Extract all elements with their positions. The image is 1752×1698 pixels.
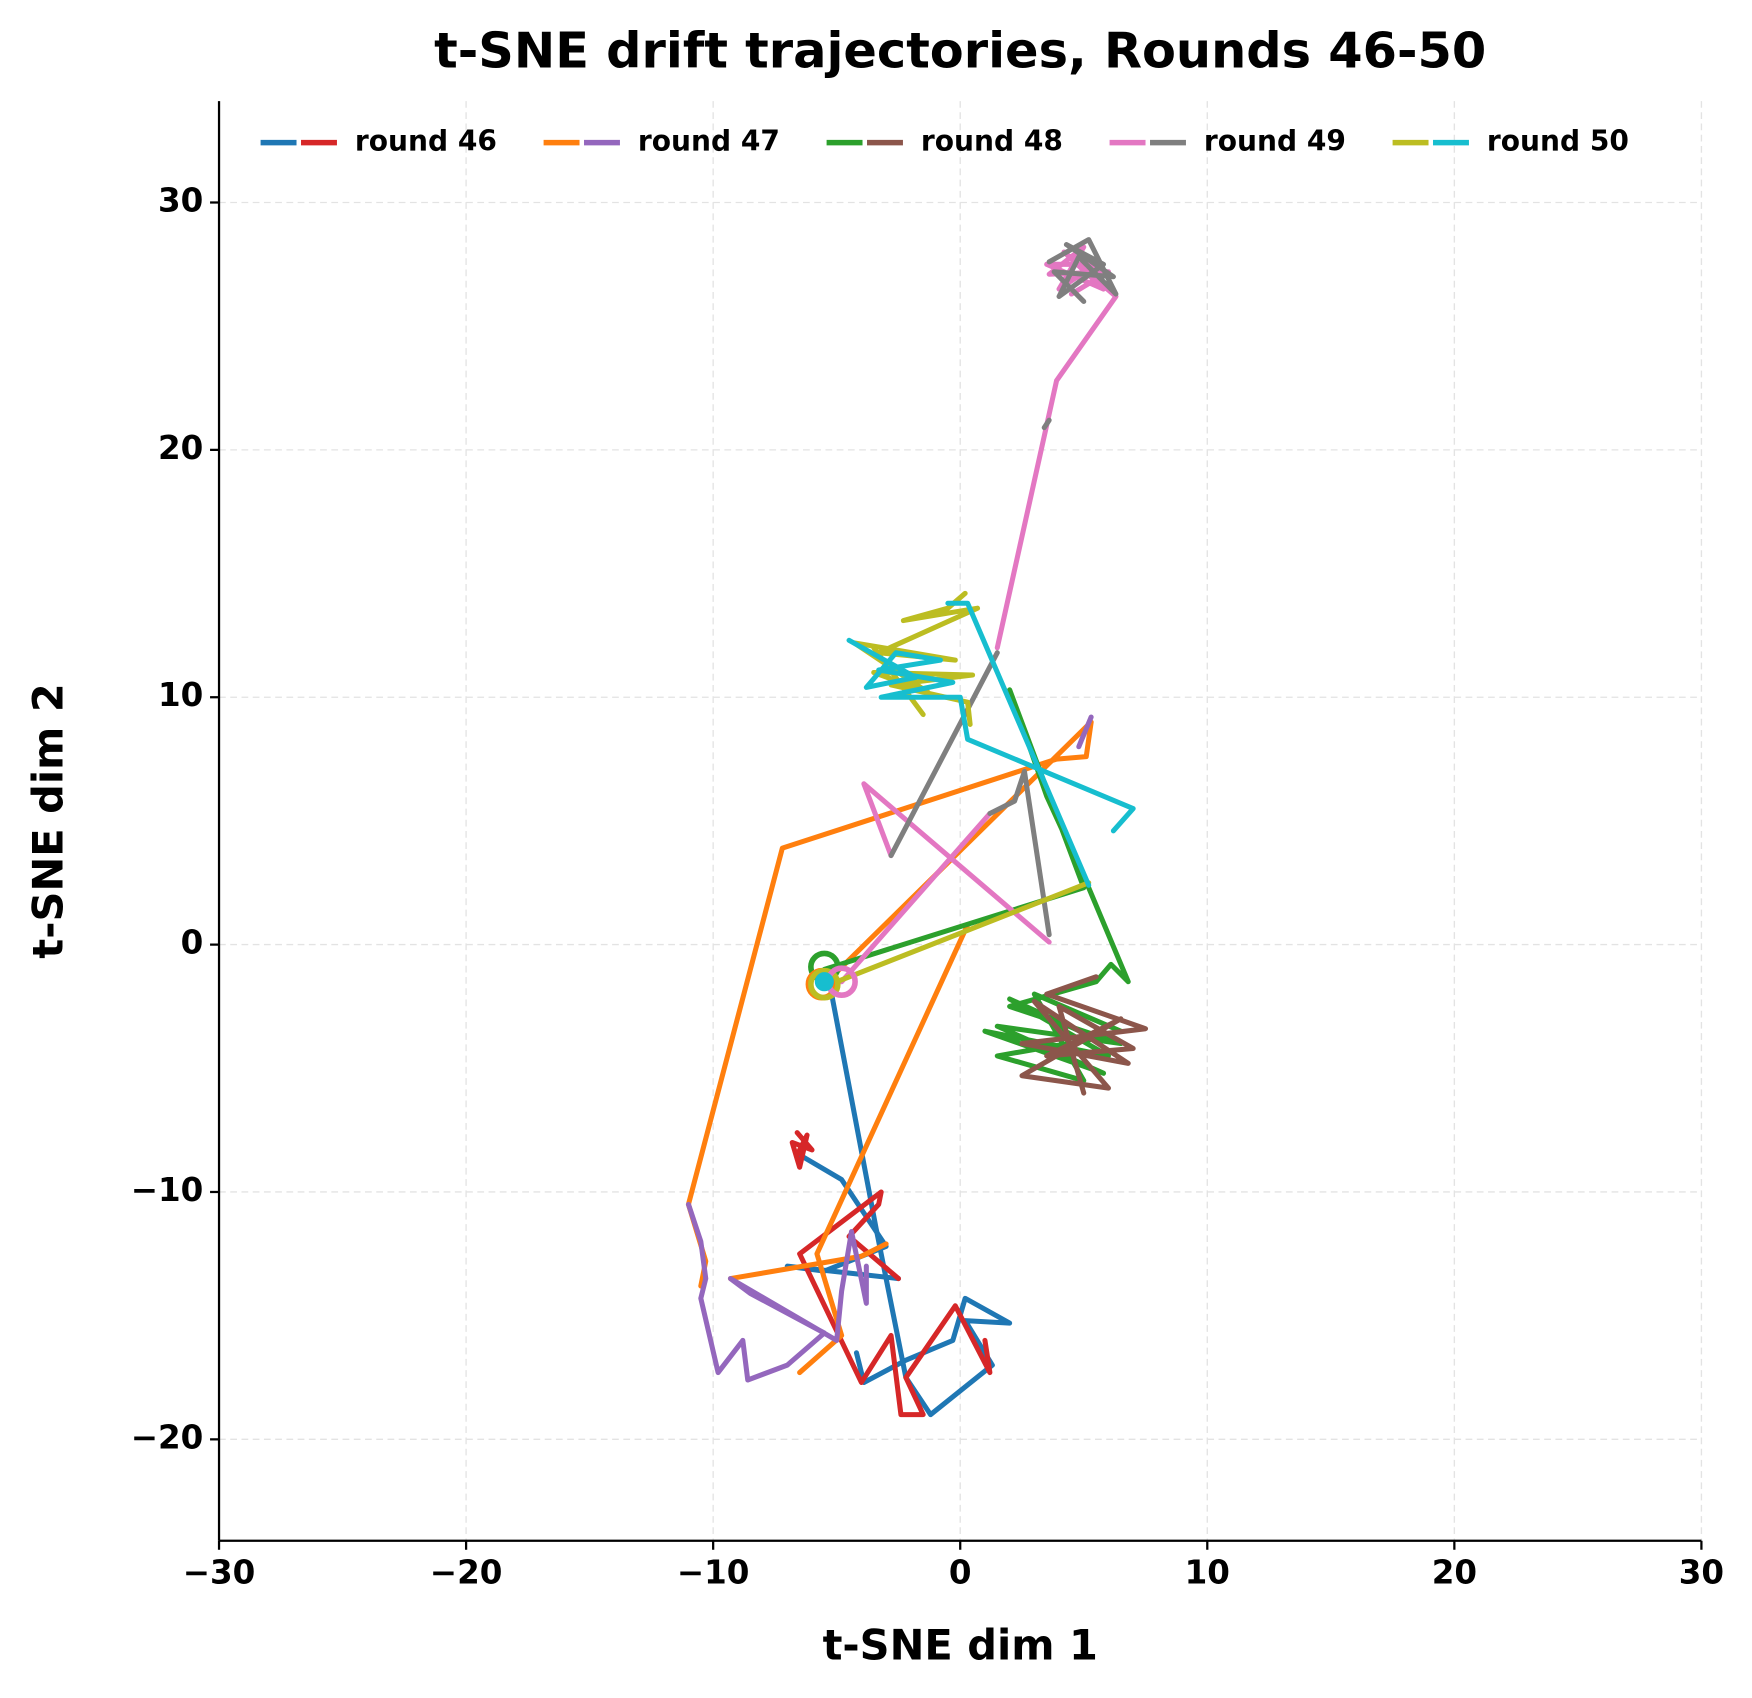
x-tick-label: −10 [677, 1553, 750, 1591]
y-axis-label: t-SNE dim 2 [24, 683, 73, 958]
trajectory [987, 768, 1052, 938]
trajectory [861, 781, 1052, 945]
trajectory [797, 1189, 993, 1418]
y-tick-label: 30 [158, 181, 203, 219]
x-tick-label: 0 [949, 1553, 972, 1591]
x-tick-label: 30 [1679, 1553, 1724, 1591]
y-tick-label: 10 [158, 676, 203, 714]
x-tick-label: 10 [1185, 1553, 1230, 1591]
x-axis-label: t-SNE dim 1 [823, 1621, 1098, 1670]
trajectory [821, 687, 1131, 1084]
trajectory [826, 979, 1013, 1418]
y-tick-label: −10 [131, 1171, 204, 1209]
trajectory [839, 810, 993, 985]
trajectory [685, 1201, 869, 1383]
grid [218, 101, 1703, 1541]
plot-area [685, 237, 1149, 1418]
trajectory [821, 880, 1092, 990]
x-tick-label: −30 [183, 1553, 256, 1591]
trajectory [1041, 417, 1052, 431]
legend-label: round 49 [1204, 125, 1346, 158]
trajectory [1046, 237, 1119, 304]
trajectory [1076, 714, 1094, 750]
trajectory [945, 600, 1092, 888]
y-tick-label: 0 [181, 924, 204, 962]
legend-label: round 48 [921, 125, 1063, 158]
legend-label: round 50 [1487, 125, 1629, 158]
start-marker [814, 972, 834, 992]
trajectory [789, 1130, 815, 1170]
legend-label: round 46 [355, 125, 497, 158]
chart-title: t-SNE drift trajectories, Rounds 46-50 [434, 21, 1486, 79]
trajectory [888, 650, 1000, 859]
trajectory [846, 637, 1136, 834]
x-tick-label: −20 [430, 1553, 503, 1591]
start-marker [808, 967, 841, 1001]
y-tick-label: 20 [158, 429, 203, 467]
legend-label: round 47 [638, 125, 780, 158]
x-tick-label: 20 [1432, 1553, 1477, 1591]
y-tick-label: −20 [131, 1418, 204, 1456]
trajectory [727, 1241, 889, 1282]
trajectory [797, 922, 971, 1376]
trajectory [1019, 974, 1149, 1096]
legend: round 46 round 47 round 48 round 49 round 50 [260, 125, 1629, 158]
trajectory [994, 244, 1119, 651]
